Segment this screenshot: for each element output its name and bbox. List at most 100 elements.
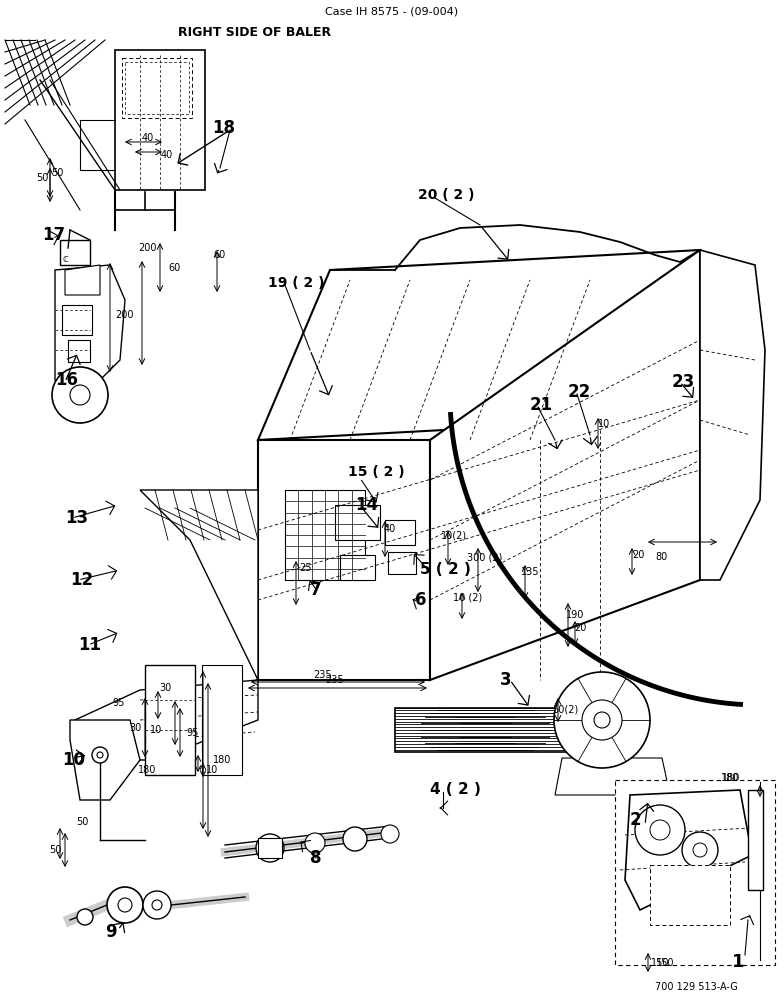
Polygon shape [395, 708, 570, 752]
Text: 3: 3 [500, 671, 512, 689]
Bar [340, 555, 375, 580]
Bar [650, 865, 730, 925]
Bar [285, 490, 365, 580]
Text: 20: 20 [632, 550, 644, 560]
Text: 235: 235 [325, 675, 344, 685]
Circle shape [554, 672, 650, 768]
Text: 50: 50 [51, 168, 64, 178]
Circle shape [682, 832, 718, 868]
Circle shape [594, 712, 610, 728]
Bar [615, 780, 775, 965]
Text: 200: 200 [116, 310, 134, 320]
Text: 180: 180 [720, 773, 739, 783]
Circle shape [635, 805, 685, 855]
Text: 10: 10 [206, 765, 218, 775]
Circle shape [152, 900, 162, 910]
Circle shape [92, 747, 108, 763]
Bar [145, 665, 195, 775]
Text: 95: 95 [113, 698, 125, 708]
Text: 1: 1 [732, 953, 745, 971]
Text: 40: 40 [142, 133, 154, 143]
Polygon shape [115, 50, 205, 190]
Polygon shape [140, 490, 258, 680]
Text: 2: 2 [630, 811, 641, 829]
Circle shape [343, 827, 367, 851]
Circle shape [582, 700, 622, 740]
Polygon shape [555, 758, 670, 795]
Text: 16: 16 [55, 371, 78, 389]
Text: 50: 50 [36, 173, 48, 183]
Text: 4 ( 2 ): 4 ( 2 ) [430, 782, 481, 798]
Polygon shape [55, 265, 125, 400]
Text: 20: 20 [574, 623, 586, 633]
Polygon shape [700, 250, 765, 580]
Polygon shape [258, 838, 282, 858]
Bar [388, 552, 416, 574]
Text: 50(2): 50(2) [552, 705, 578, 715]
Bar [385, 520, 415, 545]
Text: 10: 10 [62, 751, 85, 769]
Text: 180: 180 [212, 755, 231, 765]
Text: Case IH 8575 - (09-004): Case IH 8575 - (09-004) [325, 7, 459, 17]
Text: 190: 190 [566, 610, 584, 620]
Text: 200: 200 [139, 243, 158, 253]
Bar [335, 505, 380, 540]
Text: 40: 40 [384, 524, 396, 534]
Polygon shape [258, 440, 430, 680]
Text: 25: 25 [299, 563, 312, 573]
Text: 10(2): 10(2) [441, 530, 467, 540]
Text: 23: 23 [672, 373, 695, 391]
Text: 150: 150 [655, 958, 674, 968]
Text: 95: 95 [187, 728, 199, 738]
Circle shape [107, 887, 143, 923]
Text: 5 ( 2 ): 5 ( 2 ) [420, 562, 471, 578]
Text: 30: 30 [159, 683, 171, 693]
Text: 235: 235 [314, 670, 332, 680]
Text: 11: 11 [78, 636, 101, 654]
Bar [60, 240, 90, 265]
Circle shape [256, 834, 284, 862]
Text: 700 129 513-A-G: 700 129 513-A-G [655, 982, 738, 992]
Text: 10: 10 [150, 725, 162, 735]
Text: 10: 10 [598, 419, 610, 429]
Circle shape [97, 752, 103, 758]
Circle shape [52, 367, 108, 423]
Polygon shape [258, 250, 700, 440]
Text: 6: 6 [415, 591, 426, 609]
Text: 40: 40 [161, 150, 173, 160]
Bar [122, 58, 192, 118]
Text: 22: 22 [568, 383, 591, 401]
Polygon shape [625, 790, 752, 910]
Text: 13: 13 [65, 509, 88, 527]
Text: 17: 17 [42, 226, 65, 244]
Text: 180: 180 [721, 773, 740, 783]
Polygon shape [75, 680, 258, 760]
Text: 19 ( 2 ): 19 ( 2 ) [268, 276, 325, 290]
Bar [125, 62, 189, 114]
Text: RIGHT SIDE OF BALER: RIGHT SIDE OF BALER [178, 26, 331, 39]
Text: 300 (2): 300 (2) [467, 553, 503, 563]
Circle shape [143, 891, 171, 919]
Circle shape [305, 833, 325, 853]
Polygon shape [70, 720, 140, 800]
Circle shape [693, 843, 707, 857]
Text: 14: 14 [355, 496, 378, 514]
Circle shape [77, 909, 93, 925]
Text: 30: 30 [129, 723, 141, 733]
Text: 50: 50 [49, 845, 61, 855]
Text: 9: 9 [105, 923, 117, 941]
Bar [395, 708, 570, 752]
Text: 50: 50 [76, 817, 88, 827]
Bar [748, 790, 763, 890]
Text: 15 ( 2 ): 15 ( 2 ) [348, 465, 405, 479]
Bar [202, 665, 242, 775]
Text: 60: 60 [214, 250, 226, 260]
Text: 20 ( 2 ): 20 ( 2 ) [418, 188, 474, 202]
Bar [62, 305, 92, 335]
Polygon shape [65, 265, 100, 295]
Circle shape [118, 898, 132, 912]
Text: 60: 60 [169, 263, 181, 273]
Text: 150: 150 [651, 958, 670, 968]
Polygon shape [430, 250, 700, 680]
Bar [68, 340, 90, 362]
